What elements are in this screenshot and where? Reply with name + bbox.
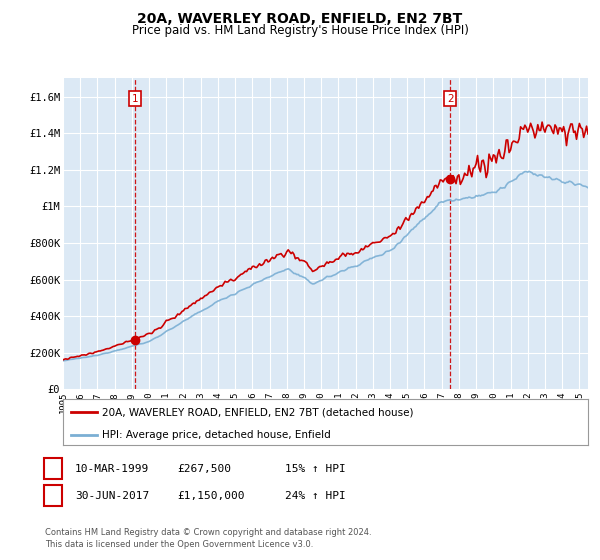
Text: 20A, WAVERLEY ROAD, ENFIELD, EN2 7BT: 20A, WAVERLEY ROAD, ENFIELD, EN2 7BT bbox=[137, 12, 463, 26]
Text: 2: 2 bbox=[50, 491, 57, 501]
Text: 20A, WAVERLEY ROAD, ENFIELD, EN2 7BT (detached house): 20A, WAVERLEY ROAD, ENFIELD, EN2 7BT (de… bbox=[103, 407, 414, 417]
Text: Price paid vs. HM Land Registry's House Price Index (HPI): Price paid vs. HM Land Registry's House … bbox=[131, 24, 469, 36]
Text: 1: 1 bbox=[132, 94, 139, 104]
Text: HPI: Average price, detached house, Enfield: HPI: Average price, detached house, Enfi… bbox=[103, 430, 331, 440]
Text: £1,150,000: £1,150,000 bbox=[177, 491, 245, 501]
Text: £267,500: £267,500 bbox=[177, 464, 231, 474]
Text: 2: 2 bbox=[447, 94, 454, 104]
Text: 30-JUN-2017: 30-JUN-2017 bbox=[75, 491, 149, 501]
Text: 15% ↑ HPI: 15% ↑ HPI bbox=[285, 464, 346, 474]
Text: 1: 1 bbox=[50, 464, 57, 474]
Text: Contains HM Land Registry data © Crown copyright and database right 2024.
This d: Contains HM Land Registry data © Crown c… bbox=[45, 528, 371, 549]
Text: 10-MAR-1999: 10-MAR-1999 bbox=[75, 464, 149, 474]
Text: 24% ↑ HPI: 24% ↑ HPI bbox=[285, 491, 346, 501]
